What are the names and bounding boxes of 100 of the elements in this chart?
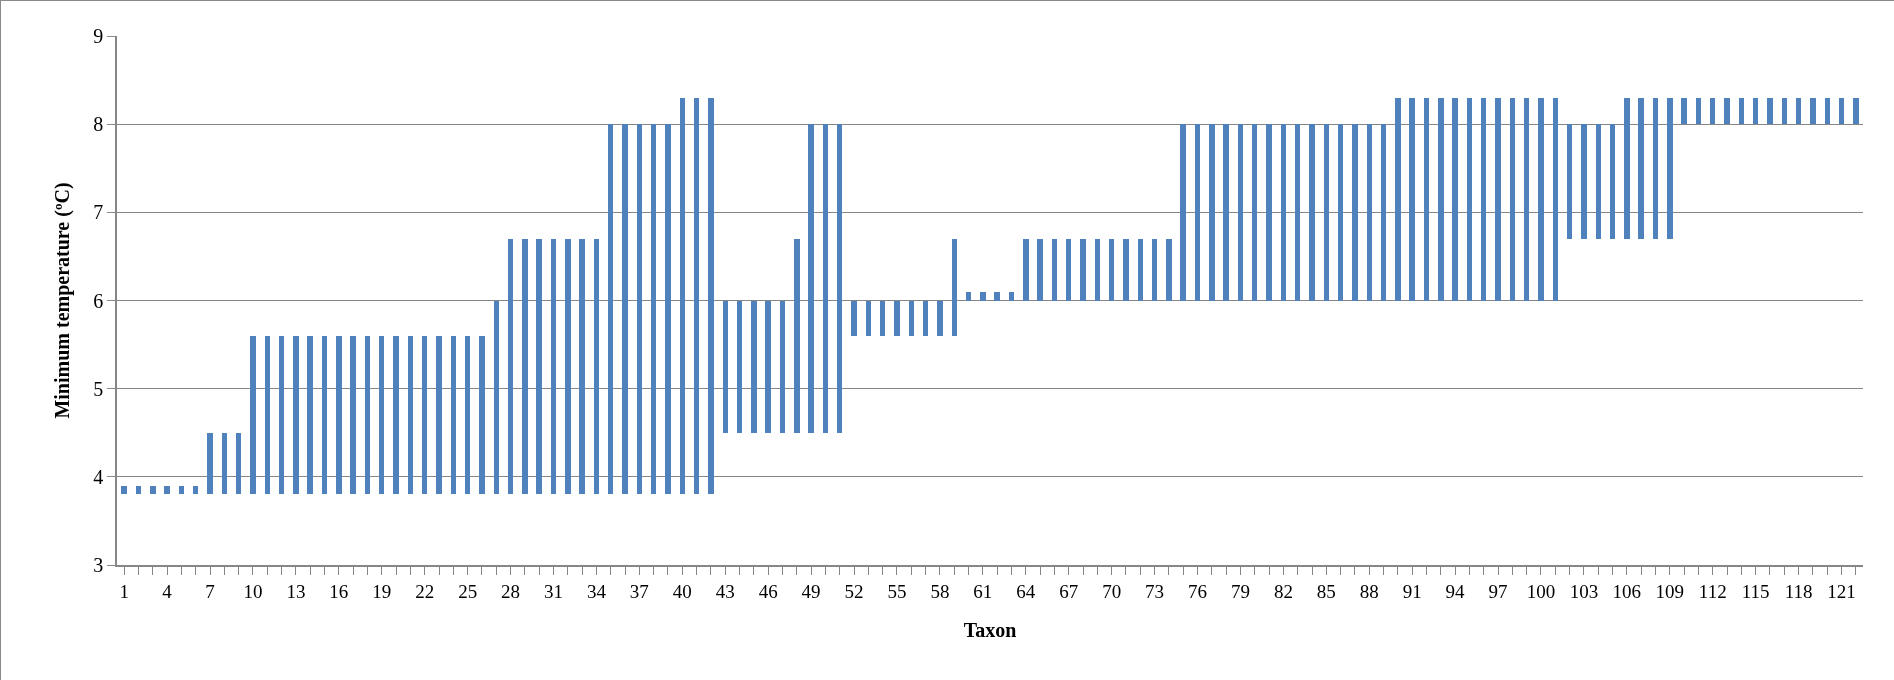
- bar: [765, 301, 771, 433]
- bar: [1381, 124, 1386, 301]
- bar: [1352, 124, 1358, 301]
- bar: [994, 292, 1000, 301]
- bar: [1681, 98, 1687, 124]
- x-tick-label: 112: [1698, 580, 1727, 602]
- bar: [1782, 98, 1787, 124]
- bar: [1753, 98, 1758, 124]
- bar: [1367, 124, 1372, 301]
- x-tick-label: 49: [801, 580, 821, 602]
- bar: [350, 336, 356, 494]
- bar: [980, 292, 986, 301]
- bar: [680, 98, 685, 494]
- bar: [150, 486, 156, 494]
- x-tick-label: 61: [973, 580, 993, 602]
- x-tick-label: 25: [458, 580, 478, 602]
- bar: [966, 292, 971, 301]
- x-tick-label: 37: [629, 580, 649, 602]
- x-axis-title: Taxon: [963, 618, 1017, 641]
- bar: [1839, 98, 1844, 124]
- bar: [1825, 98, 1830, 124]
- bar: [479, 336, 485, 494]
- bar: [1452, 98, 1458, 301]
- y-tick-label: 3: [93, 554, 104, 576]
- bar: [880, 301, 885, 336]
- x-tick-label: 76: [1188, 580, 1208, 602]
- bar: [1424, 98, 1429, 301]
- bar: [794, 239, 800, 433]
- bar: [136, 486, 141, 494]
- y-tick-label: 8: [93, 113, 104, 136]
- bar: [579, 239, 585, 494]
- bar: [436, 336, 442, 494]
- bar: [494, 301, 499, 494]
- bar: [1438, 98, 1444, 301]
- bar: [637, 124, 642, 494]
- x-tick-label: 46: [758, 580, 778, 602]
- bar: [837, 124, 842, 433]
- x-tick-label: 13: [286, 580, 306, 602]
- bar: [1109, 239, 1114, 301]
- bar: [665, 124, 671, 494]
- bar: [1180, 124, 1186, 301]
- bar: [1638, 98, 1644, 239]
- bar: [694, 98, 699, 494]
- bar: [1066, 239, 1071, 301]
- bar: [1467, 98, 1472, 301]
- bar: [1037, 239, 1043, 301]
- bar: [422, 336, 427, 494]
- bar: [222, 433, 227, 494]
- bar: [465, 336, 470, 494]
- bar: [866, 301, 871, 336]
- x-tick-label: 19: [372, 580, 392, 602]
- x-tick-label: 109: [1655, 580, 1685, 602]
- bar: [909, 301, 914, 336]
- bar: [179, 486, 184, 494]
- bar: [1567, 124, 1572, 239]
- x-tick-label: 115: [1741, 580, 1770, 602]
- x-tick-label: 79: [1230, 580, 1250, 602]
- y-tick-label: 7: [93, 201, 104, 224]
- bar: [1395, 98, 1401, 301]
- bar: [1853, 98, 1859, 124]
- bar: [808, 124, 814, 433]
- bar: [565, 239, 571, 494]
- bar: [1409, 98, 1415, 301]
- x-tick-label: 118: [1784, 580, 1813, 602]
- x-tick-label: 64: [1016, 580, 1036, 602]
- x-tick-label: 106: [1612, 580, 1642, 602]
- bar: [1810, 98, 1816, 124]
- bar: [1538, 98, 1544, 301]
- bar: [207, 433, 213, 494]
- bar: [250, 336, 256, 494]
- bar: [1238, 124, 1243, 301]
- bar: [1295, 124, 1300, 301]
- x-tick-label: 34: [586, 580, 607, 602]
- x-tick-label: 4: [162, 580, 173, 602]
- bar: [1696, 98, 1701, 124]
- x-tick-label: 121: [1827, 580, 1856, 602]
- bar: [1195, 124, 1200, 301]
- bar: [737, 301, 742, 433]
- bar: [536, 239, 542, 494]
- bar: [851, 301, 857, 336]
- bar: [164, 486, 170, 494]
- x-tick-label: 58: [930, 580, 950, 602]
- bar: [1023, 239, 1029, 301]
- bar: [1596, 124, 1601, 239]
- bar: [236, 433, 241, 494]
- x-tick-label: 7: [205, 580, 215, 602]
- bar: [1495, 98, 1501, 301]
- bar: [723, 301, 728, 433]
- bar: [1739, 98, 1744, 124]
- x-tick-label: 16: [329, 580, 349, 602]
- bar: [279, 336, 284, 494]
- bar: [708, 98, 714, 494]
- bar: [293, 336, 299, 494]
- bar: [1710, 98, 1715, 124]
- bar: [1324, 124, 1329, 301]
- x-tick-label: 1: [119, 580, 129, 602]
- x-tick-label: 31: [544, 580, 563, 602]
- bar: [1796, 98, 1801, 124]
- bar: [1138, 239, 1143, 301]
- x-tick-label: 82: [1273, 580, 1293, 602]
